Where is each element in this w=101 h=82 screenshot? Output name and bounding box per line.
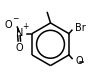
Text: O: O	[16, 43, 23, 53]
Text: O: O	[76, 56, 83, 67]
Text: N: N	[16, 28, 23, 38]
Text: O: O	[5, 20, 12, 30]
Text: +: +	[22, 22, 29, 31]
Text: Br: Br	[75, 23, 85, 33]
Text: −: −	[12, 14, 19, 23]
